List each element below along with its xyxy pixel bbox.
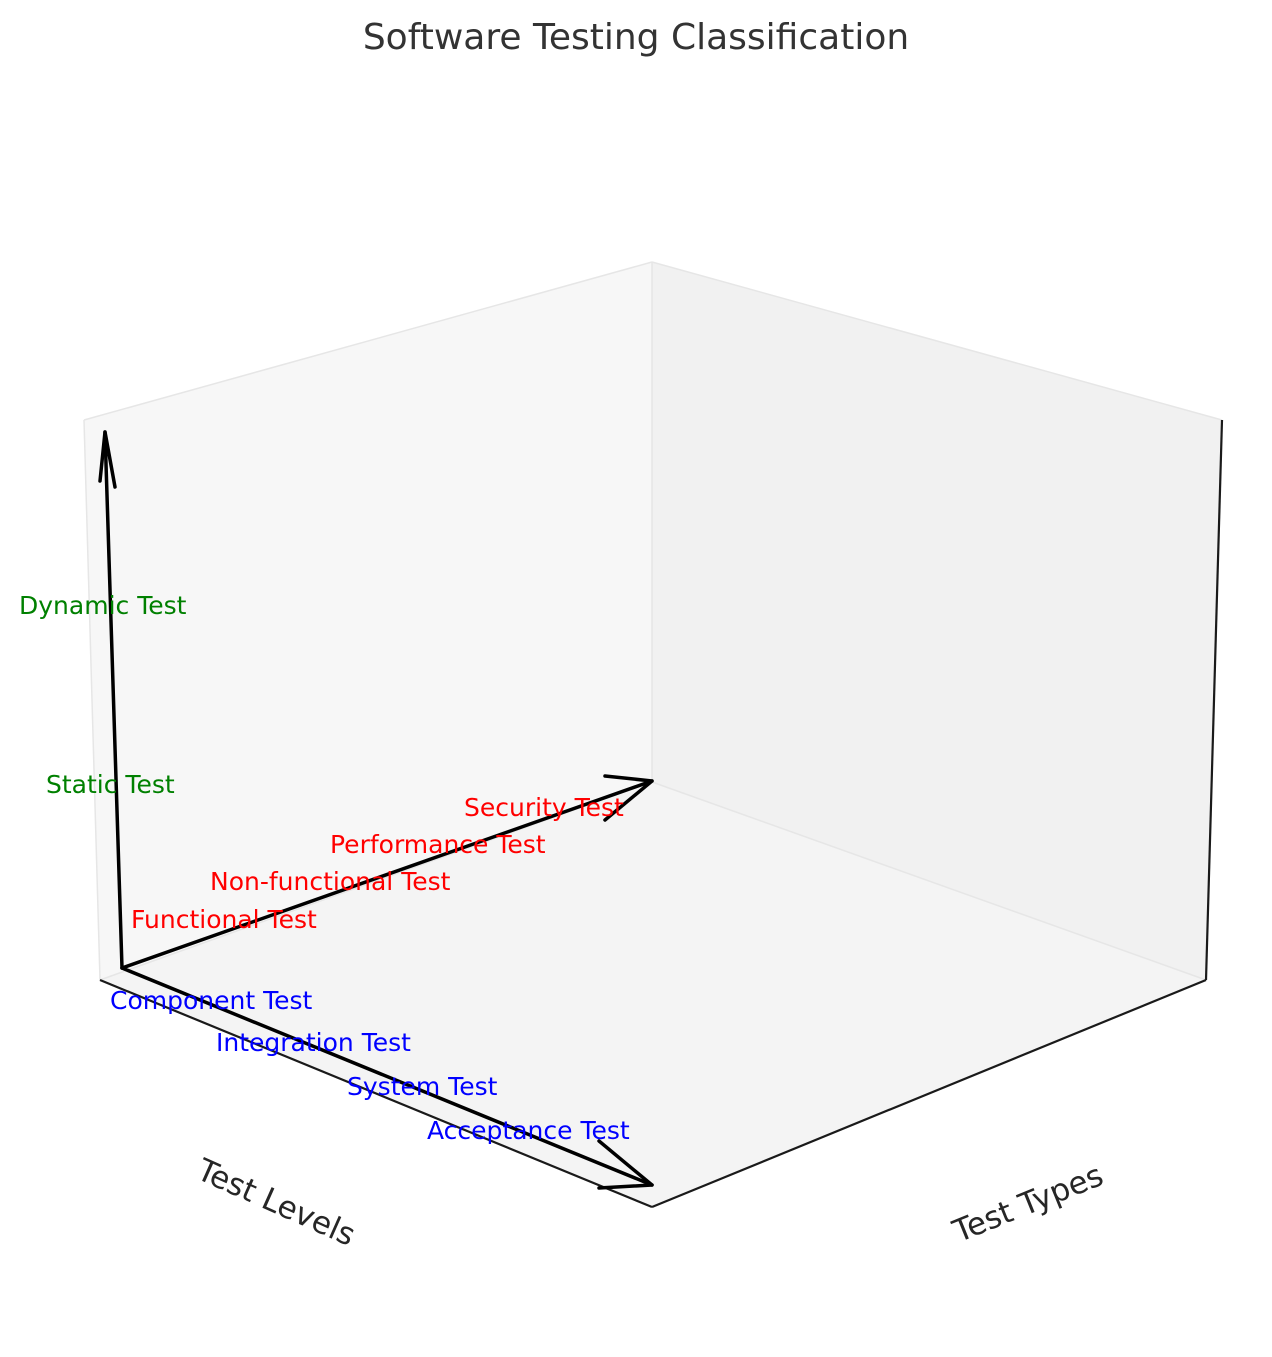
arrow-types <box>120 774 654 970</box>
type-label-performance: Performance Test <box>330 830 546 859</box>
axes-panes <box>84 262 1222 1207</box>
level-labels: Component Test Integration Test System T… <box>110 986 630 1145</box>
levels-axis-title: Test Levels <box>191 1152 361 1254</box>
types-axis-title: Test Types <box>947 1157 1108 1250</box>
arrow-levels <box>120 966 654 1190</box>
types-axis-line <box>651 978 1207 1209</box>
type-label-functional: Functional Test <box>131 905 317 934</box>
type-label-non-functional: Non-functional Test <box>210 867 451 896</box>
left-pane <box>84 262 652 980</box>
floor-pane <box>100 782 1206 1207</box>
arrow-vertical <box>98 430 124 970</box>
type-label-security: Security Test <box>464 793 624 822</box>
phase-label-static: Static Test <box>46 770 175 799</box>
phase-label-dynamic: Dynamic Test <box>19 591 187 620</box>
phase-labels: Static Test Dynamic Test <box>19 591 187 799</box>
level-label-acceptance: Acceptance Test <box>427 1116 630 1145</box>
right-pane <box>652 262 1222 980</box>
pane-edges <box>83 261 1223 981</box>
diagram-title: Software Testing Classification <box>363 17 909 58</box>
levels-axis-line <box>99 978 653 1209</box>
axis-frame <box>99 419 1224 1209</box>
z-axis-line <box>1204 419 1224 981</box>
level-label-system: System Test <box>347 1072 498 1101</box>
level-label-component: Component Test <box>110 986 313 1015</box>
level-label-integration: Integration Test <box>216 1028 411 1057</box>
type-labels: Functional Test Non-functional Test Perf… <box>131 793 624 934</box>
